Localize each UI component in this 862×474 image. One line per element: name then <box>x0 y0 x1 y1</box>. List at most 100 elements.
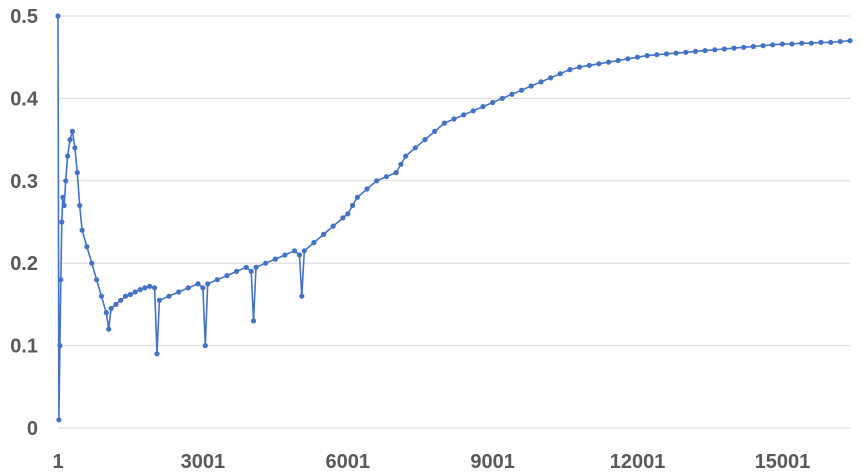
data-point <box>299 293 305 299</box>
data-point <box>374 178 380 184</box>
data-point <box>84 244 90 250</box>
data-point <box>152 285 158 291</box>
data-point <box>605 59 612 65</box>
data-point <box>58 277 64 283</box>
data-point <box>61 202 67 209</box>
data-point <box>166 293 172 299</box>
data-point <box>673 50 679 56</box>
data-point <box>69 128 75 134</box>
data-point <box>56 417 62 423</box>
x-tick-label: 9001 <box>470 451 515 473</box>
data-point <box>94 277 100 283</box>
data-point <box>760 43 766 49</box>
data-point <box>243 264 249 270</box>
x-tick-label: 3001 <box>181 451 226 473</box>
data-point <box>79 227 85 233</box>
data-point <box>106 326 112 332</box>
data-point <box>176 289 182 295</box>
data-point <box>615 57 621 64</box>
data-point <box>118 297 124 303</box>
data-point <box>393 170 399 176</box>
data-point <box>234 268 240 274</box>
data-point <box>330 223 336 229</box>
data-point <box>731 45 737 51</box>
data-point <box>538 79 544 85</box>
data-point <box>683 49 689 55</box>
data-point <box>195 281 201 287</box>
data-point <box>750 43 757 50</box>
data-point <box>311 240 317 246</box>
y-tick-label: 0.3 <box>10 171 38 193</box>
data-point <box>142 285 148 291</box>
data-point <box>132 289 138 295</box>
data-point <box>354 194 360 200</box>
data-point <box>250 318 257 324</box>
data-point <box>644 53 650 59</box>
data-point <box>296 252 303 258</box>
data-point <box>205 281 211 287</box>
data-point <box>108 305 114 312</box>
data-point <box>123 293 129 299</box>
data-point <box>441 120 447 126</box>
data-point <box>72 145 78 151</box>
data-point <box>499 95 505 101</box>
y-tick-label: 0.4 <box>10 88 39 110</box>
data-point <box>253 264 259 270</box>
data-point <box>292 248 298 254</box>
x-axis-tick-labels: 1 3001 6001 9001 12001 15001 <box>52 451 810 473</box>
series-line-0 <box>57 15 851 421</box>
y-tick-label: 0.1 <box>10 336 38 358</box>
x-tick-label: 6001 <box>326 451 371 473</box>
data-point <box>156 297 162 303</box>
y-tick-label: 0.2 <box>10 253 38 275</box>
data-point <box>403 153 409 159</box>
data-point <box>461 112 467 118</box>
data-point <box>702 48 708 54</box>
data-point <box>65 153 71 159</box>
data-point <box>567 67 573 73</box>
data-point <box>451 116 457 122</box>
data-point <box>818 39 824 46</box>
y-tick-label: 0 <box>27 418 38 440</box>
data-point <box>59 219 65 225</box>
data-point <box>202 343 208 349</box>
data-point <box>98 293 104 299</box>
data-point <box>557 71 563 77</box>
x-tick-label: 15001 <box>755 451 811 473</box>
data-point <box>837 38 843 45</box>
data-point <box>55 13 61 19</box>
data-point <box>74 170 80 176</box>
data-point <box>103 310 109 316</box>
data-point <box>127 291 133 298</box>
data-point <box>147 283 153 289</box>
data-point <box>321 231 327 237</box>
data-point <box>528 83 534 89</box>
data-point <box>548 75 554 81</box>
data-point <box>712 47 718 53</box>
data-point <box>89 260 95 266</box>
data-point <box>519 87 525 93</box>
data-point <box>654 52 660 58</box>
data-point <box>741 44 747 50</box>
data-point <box>67 137 73 143</box>
data-point <box>770 42 776 48</box>
data-point <box>137 287 143 293</box>
data-point <box>301 248 307 254</box>
data-point <box>398 161 404 167</box>
data-point <box>799 40 805 46</box>
data-point <box>200 285 206 291</box>
x-tick-label: 12001 <box>610 451 666 473</box>
data-point <box>340 215 346 221</box>
data-point <box>828 39 834 46</box>
x-tick-label: 1 <box>52 451 63 473</box>
data-point <box>185 285 191 291</box>
data-point <box>586 62 592 68</box>
data-point <box>692 48 699 55</box>
data-point <box>789 41 795 47</box>
data-point <box>248 268 254 274</box>
data-point <box>663 51 670 57</box>
data-point <box>432 128 438 134</box>
data-point <box>77 202 83 209</box>
data-series <box>55 13 853 423</box>
